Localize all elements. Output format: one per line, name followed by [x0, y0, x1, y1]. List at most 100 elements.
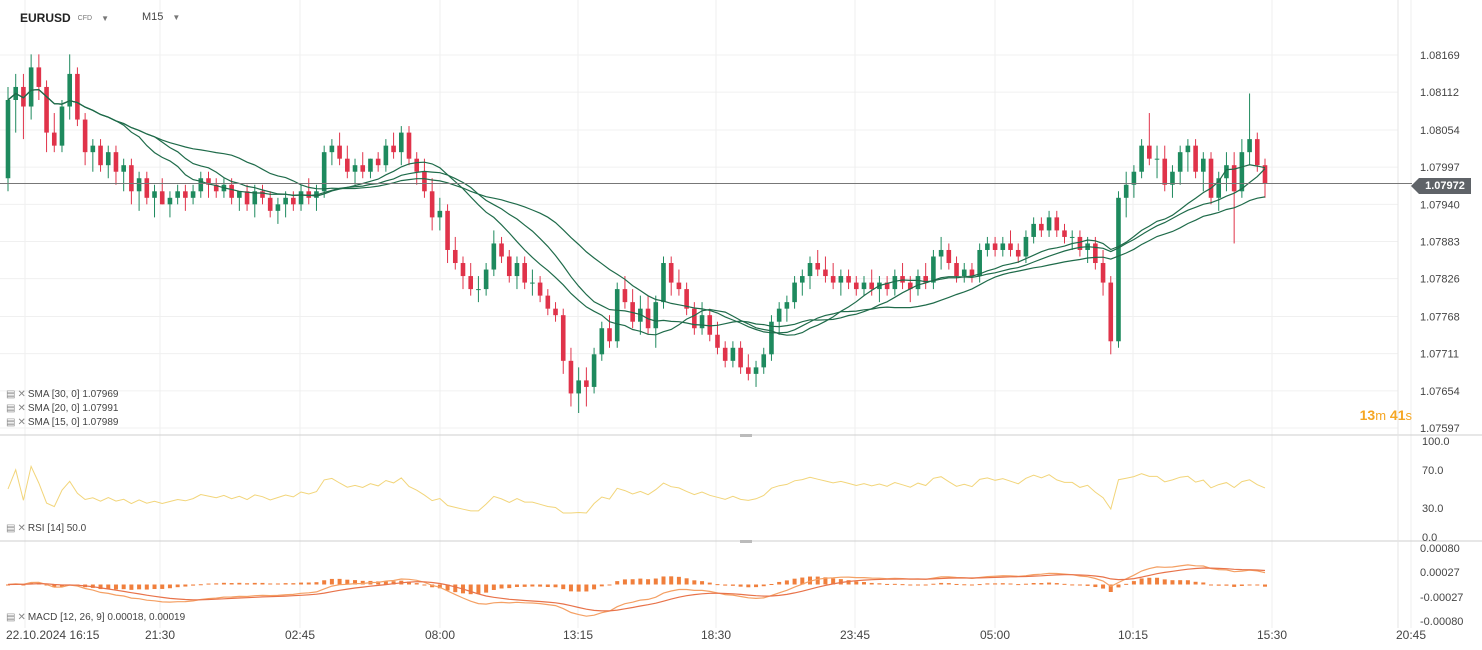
candle-body: [553, 308, 558, 316]
candle-body: [414, 158, 420, 172]
settings-icon[interactable]: ▤: [6, 403, 16, 414]
time-axis-label: 15:30: [1257, 628, 1287, 642]
macd-histogram-bar: [121, 584, 126, 590]
candle-body: [1015, 249, 1021, 257]
candle-body: [491, 243, 497, 270]
macd-histogram-bar: [808, 576, 813, 585]
macd-histogram-bar: [1016, 584, 1021, 586]
legend-sma20[interactable]: ▤ ✕ SMA [20, 0] 1.07991: [6, 403, 118, 414]
macd-histogram-bar: [98, 584, 103, 590]
time-axis-label: 22.10.2024 16:15: [6, 628, 100, 642]
price-axis-label: 1.07654: [1420, 386, 1460, 398]
macd-histogram-bar: [754, 584, 759, 588]
macd-histogram-bar: [1255, 584, 1260, 586]
sma-20-line: [7, 88, 1266, 328]
candle-body: [938, 249, 944, 257]
macd-histogram-bar: [476, 584, 481, 595]
macd-histogram-bar: [1147, 577, 1152, 585]
chevron-down-icon: ▼: [172, 12, 181, 22]
macd-line: [7, 564, 1266, 617]
price-axis-label: 1.07997: [1420, 162, 1460, 174]
legend-rsi[interactable]: ▤ ✕ RSI [14] 50.0: [6, 523, 86, 534]
close-icon[interactable]: ✕: [17, 612, 25, 623]
candle-body: [684, 289, 689, 309]
candle-body: [977, 249, 982, 277]
candle-body: [398, 132, 404, 153]
candle-body: [607, 328, 612, 342]
macd-histogram-bar: [700, 581, 705, 585]
macd-histogram-bar: [376, 581, 381, 585]
macd-histogram-bar: [414, 583, 419, 585]
candle-body: [1023, 236, 1029, 257]
candle-body: [576, 380, 581, 394]
pane-resize-handle[interactable]: [740, 434, 752, 437]
settings-icon[interactable]: ▤: [6, 417, 16, 428]
candle-body: [992, 243, 998, 250]
macd-histogram-bar: [175, 584, 180, 588]
candle-body: [1093, 243, 1098, 264]
timeframe-selector[interactable]: M15 ▼: [142, 11, 180, 23]
close-icon[interactable]: ✕: [17, 523, 25, 534]
candle-body: [846, 276, 851, 283]
macd-histogram-bar: [1101, 584, 1106, 589]
macd-histogram-bar: [592, 584, 597, 590]
macd-label: MACD [12, 26, 9] 0.00018, 0.00019: [27, 612, 186, 623]
candle-body: [98, 145, 103, 166]
candle-body: [183, 191, 188, 198]
macd-histogram-bar: [1193, 581, 1198, 585]
candle-body: [692, 308, 697, 329]
candle-body: [591, 354, 597, 387]
macd-histogram-bar: [322, 580, 327, 585]
candle-body: [653, 302, 659, 329]
macd-histogram-bar: [283, 583, 288, 585]
candle-body: [190, 191, 196, 198]
candle-countdown: 13m 41s: [1360, 407, 1412, 423]
macd-histogram-bar: [861, 582, 866, 585]
macd-axis-label: 0.00027: [1420, 567, 1460, 579]
pane-resize-handle[interactable]: [740, 540, 752, 543]
candle-body: [1231, 165, 1237, 192]
close-icon[interactable]: ✕: [17, 403, 25, 414]
close-icon[interactable]: ✕: [17, 417, 25, 428]
macd-histogram-bar: [275, 583, 280, 585]
candle-body: [476, 289, 481, 291]
countdown-minutes-unit: m: [1375, 408, 1387, 423]
candle-body: [1208, 158, 1214, 198]
macd-histogram-bar: [707, 582, 712, 585]
price-axis-label: 1.07768: [1420, 311, 1460, 323]
candle-body: [452, 249, 458, 264]
candle-body: [1077, 236, 1083, 250]
candle-body: [861, 282, 867, 290]
candle-body: [707, 315, 713, 335]
candle-body: [599, 328, 605, 355]
legend-sma30[interactable]: ▤ ✕ SMA [30, 0] 1.07969: [6, 389, 118, 400]
candle-body: [206, 178, 211, 185]
macd-histogram-bar: [1047, 582, 1052, 585]
macd-histogram-bar: [800, 577, 805, 585]
candle-body: [121, 165, 126, 172]
macd-histogram-bar: [931, 583, 936, 585]
legend-macd[interactable]: ▤ ✕ MACD [12, 26, 9] 0.00018, 0.00019: [6, 612, 185, 623]
price-axis-label: 1.08169: [1420, 50, 1460, 62]
candle-body: [884, 282, 890, 290]
macd-histogram-bar: [885, 583, 890, 585]
macd-histogram-bar: [229, 583, 234, 585]
settings-icon[interactable]: ▤: [6, 612, 16, 623]
macd-histogram-bar: [507, 584, 512, 589]
settings-icon[interactable]: ▤: [6, 389, 16, 400]
candle-body: [51, 132, 57, 146]
candle-body: [614, 289, 620, 342]
settings-icon[interactable]: ▤: [6, 523, 16, 534]
symbol-selector[interactable]: EURUSD CFD ▼: [20, 11, 109, 25]
legend-sma15[interactable]: ▤ ✕ SMA [15, 0] 1.07989: [6, 417, 118, 428]
macd-histogram-bar: [329, 578, 334, 585]
candle-body: [1193, 145, 1198, 172]
candle-body: [961, 269, 967, 277]
macd-histogram-bar: [676, 576, 681, 585]
close-icon[interactable]: ✕: [17, 389, 25, 400]
time-axis-label: 23:45: [840, 628, 870, 642]
candle-body: [776, 308, 782, 322]
macd-histogram-bar: [1108, 584, 1113, 593]
macd-histogram-bar: [561, 584, 566, 590]
